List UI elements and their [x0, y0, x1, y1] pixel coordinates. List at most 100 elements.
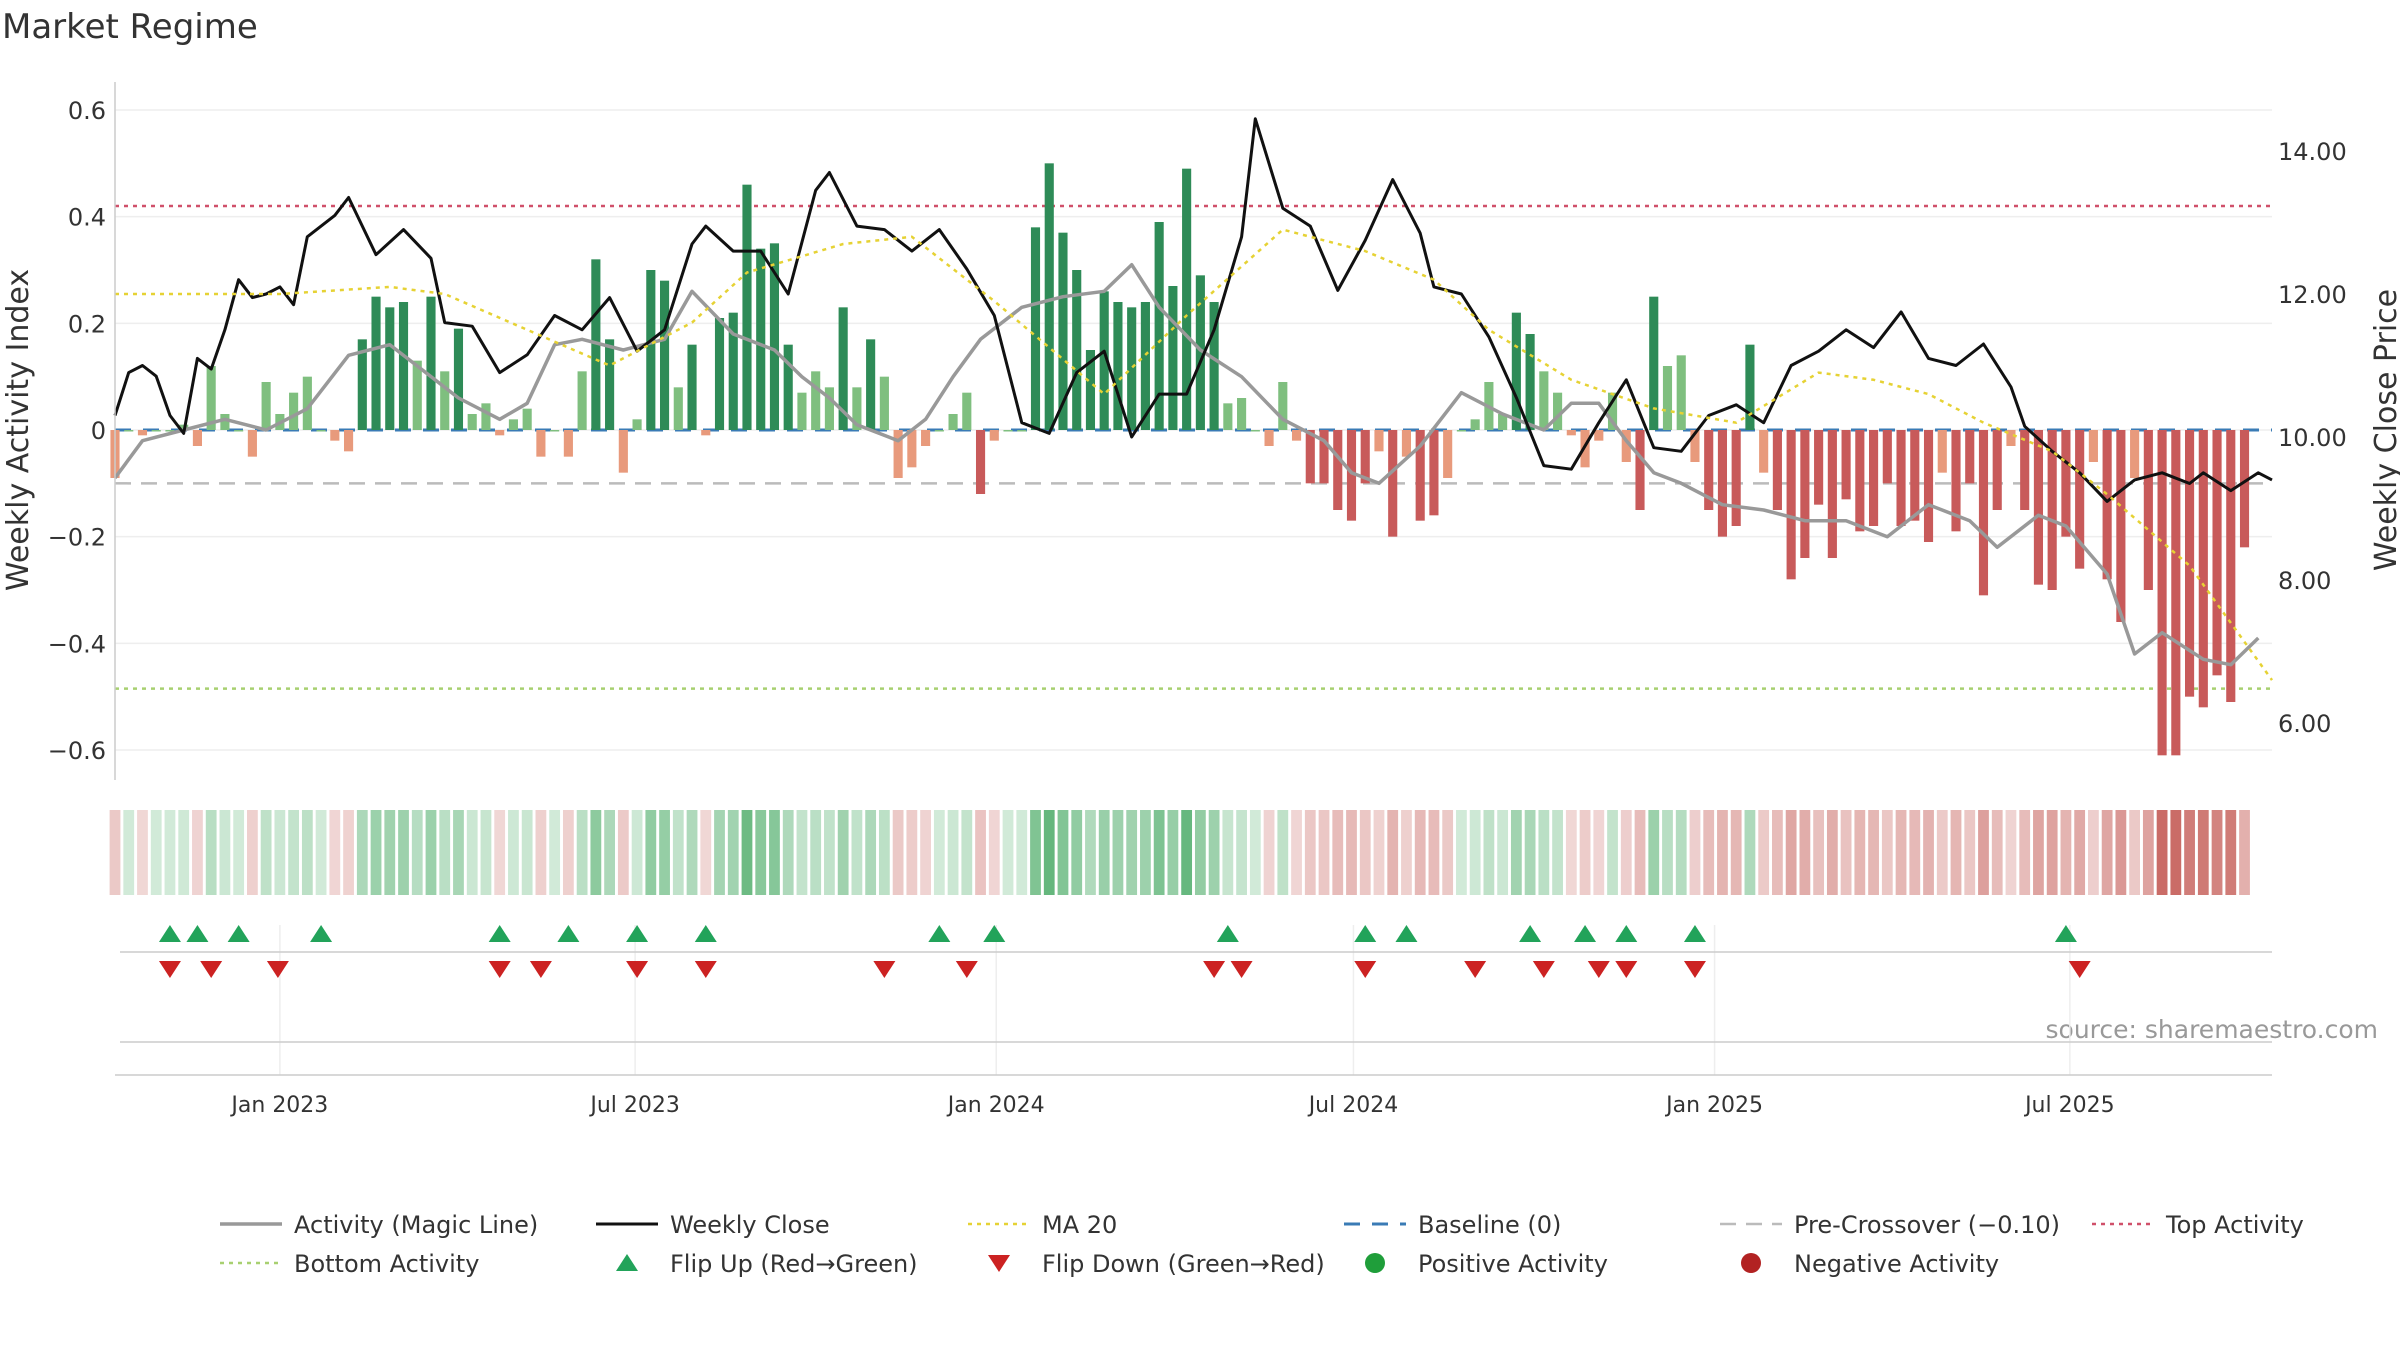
gridlines [115, 109, 2272, 1075]
activity-bar [1209, 302, 1219, 430]
activity-bar [756, 248, 766, 430]
activity-bar [467, 414, 477, 430]
flip-up-marker [227, 925, 250, 942]
flip-down-marker [266, 961, 289, 978]
activity-bar [1044, 163, 1054, 431]
regime-strip-cell [672, 810, 684, 895]
activity-bar [1786, 430, 1796, 580]
flip-up-marker [626, 925, 649, 942]
regime-strip-cell [1868, 810, 1879, 895]
regime-strip-cell [686, 810, 698, 895]
activity-bar [1168, 286, 1178, 430]
activity-bar [701, 430, 711, 436]
activity-bar [1635, 430, 1645, 510]
regime-strip-cell [947, 810, 959, 895]
regime-strip-cell [851, 810, 863, 895]
regime-strip-cell [1071, 810, 1083, 895]
activity-bar [1690, 430, 1700, 462]
y-axis-right: 14.00 12.00 10.00 8.00 6.00 [2278, 138, 2347, 738]
activity-bar [151, 430, 161, 432]
flip-down-marker [1354, 961, 1377, 978]
regime-strip-cell [1620, 810, 1632, 895]
regime-strip [109, 810, 2250, 895]
flip-down-marker [158, 961, 181, 978]
regime-strip-cell [1538, 810, 1550, 895]
activity-bar [1745, 344, 1755, 430]
regime-strip-cell [2074, 810, 2086, 895]
y-tick-label-right: 14.00 [2278, 138, 2347, 166]
activity-bar [371, 296, 381, 430]
regime-strip-cell [123, 810, 135, 895]
flip-down-marker [488, 961, 511, 978]
activity-bar [1594, 430, 1604, 441]
flip-markers [120, 925, 2272, 1043]
activity-bar [2075, 430, 2085, 569]
regime-strip-cell [1758, 810, 1770, 895]
legend-label: Top Activity [2165, 1211, 2304, 1239]
y-tick-label-right: 12.00 [2278, 281, 2347, 309]
regime-strip-cell [1277, 810, 1289, 895]
legend-label: Weekly Close [670, 1211, 830, 1239]
y-tick-label-right: 6.00 [2278, 710, 2331, 738]
regime-strip-cell [1304, 810, 1316, 895]
regime-strip-cell [1923, 810, 1934, 895]
regime-strip-cell [782, 810, 794, 895]
regime-strip-cell [700, 810, 712, 895]
x-tick-label: Jul 2025 [2023, 1093, 2115, 1118]
regime-strip-cell [1497, 810, 1509, 895]
flip-up-marker [310, 925, 333, 942]
regime-strip-cell [2101, 810, 2113, 895]
regime-strip-cell [274, 810, 286, 895]
activity-bar [1855, 430, 1865, 532]
regime-strip-cell [439, 810, 451, 895]
regime-strip-cell [933, 810, 945, 895]
regime-strip-cell [1401, 810, 1412, 895]
regime-strip-cell [1387, 810, 1399, 895]
activity-bar [2130, 430, 2140, 478]
regime-strip-cell [1730, 810, 1742, 895]
regime-strip-cell [1881, 810, 1893, 895]
activity-bar [1525, 334, 1535, 430]
activity-bar [948, 414, 958, 430]
activity-bar [1319, 430, 1329, 484]
regime-strip-cell [1194, 810, 1206, 895]
regime-strip-cell [466, 810, 478, 895]
regime-strip-cell [1263, 810, 1275, 895]
activity-bar [646, 270, 656, 430]
regime-strip-cell [1826, 810, 1838, 895]
activity-bar [866, 339, 876, 430]
regime-strip-cell [1456, 810, 1467, 895]
flip-up-marker [928, 925, 951, 942]
activity-bar [1085, 350, 1096, 430]
regime-strip-cell [892, 810, 904, 895]
activity-bar [2212, 430, 2222, 676]
activity-bar [811, 371, 821, 430]
regime-strip-cell [1085, 810, 1096, 895]
regime-strip-cell [1140, 810, 1151, 895]
activity-bar [1443, 430, 1453, 478]
flip-up-marker [1615, 925, 1638, 942]
activity-bar [1072, 270, 1082, 430]
activity-bar [769, 243, 780, 430]
flip-up-marker [488, 925, 511, 942]
regime-strip-cell [1964, 810, 1976, 895]
flip-down-marker [1587, 961, 1610, 978]
regime-strip-cell [1744, 810, 1756, 895]
activity-bar [1401, 430, 1412, 457]
activity-bar [1456, 430, 1466, 432]
activity-bar [1003, 430, 1013, 432]
legend-swatch-flip-up [616, 1254, 638, 1271]
activity-bar [1127, 307, 1137, 430]
y-tick-label-left: −0.6 [48, 737, 106, 765]
activity-bar [659, 280, 670, 430]
regime-strip-cell [2019, 810, 2031, 895]
activity-bar [2006, 430, 2016, 446]
regime-strip-cell [727, 810, 739, 895]
regime-strip-cell [2060, 810, 2072, 895]
activity-bar [1388, 430, 1398, 537]
y-axis-right-label: Weekly Close Price [2369, 289, 2400, 571]
flip-down-marker [2068, 961, 2091, 978]
regime-strip-cell [961, 810, 973, 895]
activity-bar [1346, 430, 1357, 521]
